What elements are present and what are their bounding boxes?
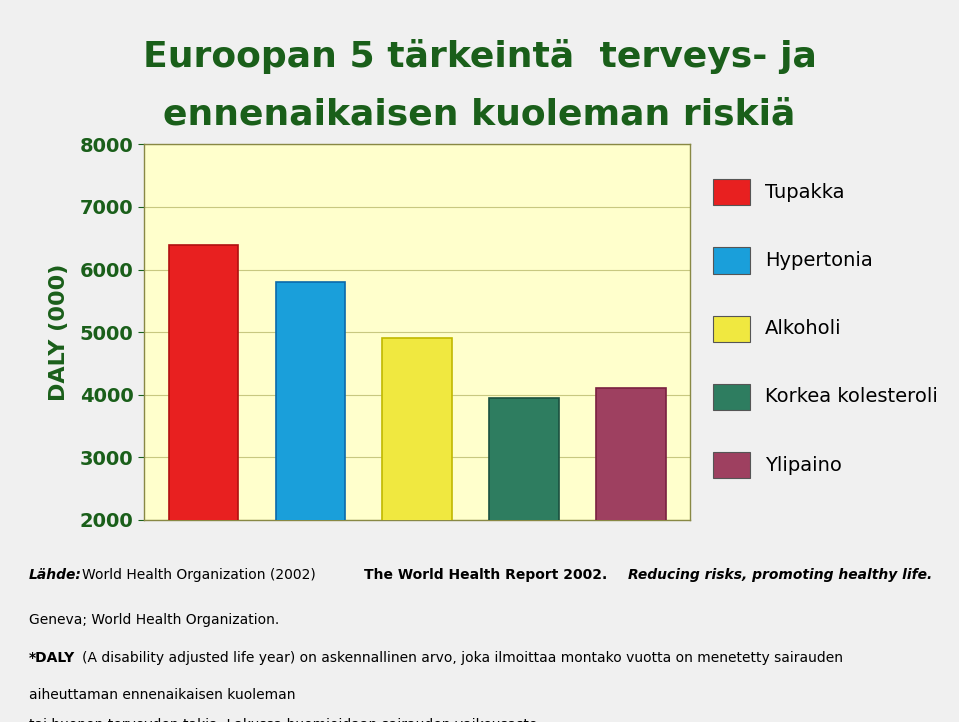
FancyBboxPatch shape (713, 179, 750, 205)
FancyBboxPatch shape (713, 452, 750, 479)
Text: The World Health Report 2002.: The World Health Report 2002. (364, 568, 608, 582)
Text: Geneva; World Health Organization.: Geneva; World Health Organization. (29, 613, 279, 627)
FancyBboxPatch shape (713, 248, 750, 274)
Text: (A disability adjusted life year) on askennallinen arvo, joka ilmoittaa montako : (A disability adjusted life year) on ask… (82, 651, 843, 665)
Bar (596, 388, 666, 645)
Text: ennenaikaisen kuoleman riskiä: ennenaikaisen kuoleman riskiä (163, 97, 796, 131)
Text: tai huonon terveyden takia. Lakussa huomioidaan sairauden vaikeusaste.: tai huonon terveyden takia. Lakussa huom… (29, 718, 542, 722)
FancyBboxPatch shape (713, 384, 750, 410)
Bar (275, 282, 345, 645)
Text: Tupakka: Tupakka (765, 183, 844, 201)
Bar (489, 398, 559, 645)
Text: Reducing risks, promoting healthy life.: Reducing risks, promoting healthy life. (628, 568, 932, 582)
Text: Alkoholi: Alkoholi (765, 319, 842, 338)
Text: Hypertonia: Hypertonia (765, 251, 873, 270)
Text: Lähde:: Lähde: (29, 568, 82, 582)
Y-axis label: DALY (000): DALY (000) (49, 264, 69, 401)
Text: Korkea kolesteroli: Korkea kolesteroli (765, 388, 938, 406)
Text: aiheuttaman ennenaikaisen kuoleman: aiheuttaman ennenaikaisen kuoleman (29, 688, 295, 703)
Bar (383, 339, 452, 645)
Bar (169, 245, 238, 645)
Text: Euroopan 5 tärkeintä  terveys- ja: Euroopan 5 tärkeintä terveys- ja (143, 39, 816, 74)
FancyBboxPatch shape (713, 316, 750, 342)
Text: *DALY: *DALY (29, 651, 75, 665)
Text: World Health Organization (2002): World Health Organization (2002) (82, 568, 316, 582)
Text: Ylipaino: Ylipaino (765, 456, 842, 475)
